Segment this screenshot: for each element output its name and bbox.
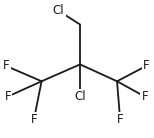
Text: F: F <box>4 90 11 103</box>
Text: F: F <box>141 90 148 103</box>
Text: F: F <box>3 59 10 72</box>
Text: Cl: Cl <box>53 4 64 17</box>
Text: F: F <box>117 113 124 126</box>
Text: F: F <box>30 113 37 126</box>
Text: F: F <box>143 59 150 72</box>
Text: Cl: Cl <box>74 90 86 103</box>
